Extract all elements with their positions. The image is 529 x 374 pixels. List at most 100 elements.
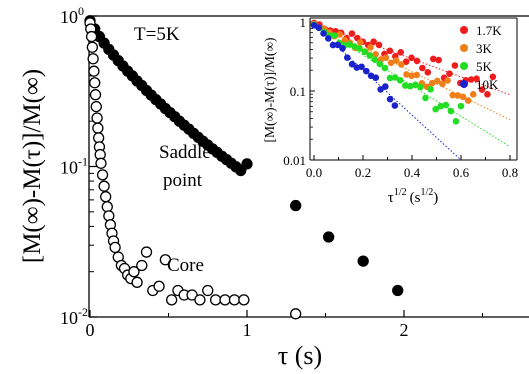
inset-point-10K <box>372 74 380 81</box>
inset-point-3K <box>382 54 390 62</box>
core-marker <box>159 254 172 266</box>
inset-point-1.7K <box>413 57 421 65</box>
legend-label-5K: 5K <box>476 59 493 74</box>
inset-plot: 0.0 0.2 0.4 0.6 0.8 1 0.1 0.01 1.7K 3K 5K 10K [M(∞… <box>262 15 523 206</box>
core-marker <box>95 157 107 169</box>
inset-point-1.7K <box>478 86 486 93</box>
inset-x-tick-label: 0.0 <box>306 165 322 180</box>
inset-point-3K <box>413 71 421 79</box>
inset-point-1.7K <box>467 76 475 83</box>
core-marker <box>87 53 99 65</box>
inset-point-3K <box>408 72 415 80</box>
inset-x-tick-label: 0.6 <box>453 165 470 180</box>
inset-point-10K <box>334 41 342 49</box>
core-marker <box>140 246 153 258</box>
main-plot: 0 1 2 100 10-1 10-2 T=5K Saddle point Core τ … <box>19 4 529 370</box>
inset-x-tick-label: 0.4 <box>404 165 421 180</box>
inset-point-1.7K <box>473 75 480 83</box>
inset-point-5K <box>356 45 363 52</box>
inset-point-10K <box>343 54 351 61</box>
legend-marker-10K <box>460 80 468 88</box>
inset-point-5K <box>351 43 358 50</box>
x-tick-label: 0 <box>86 320 95 340</box>
inset-point-5K <box>366 52 374 59</box>
inset-point-5K <box>407 82 414 90</box>
inset-point-1.7K <box>451 62 459 69</box>
legend-marker-3K <box>460 44 468 52</box>
inset-point-5K <box>457 102 465 110</box>
inset-x-tick-label: 0.8 <box>502 165 518 180</box>
y-tick-label: 10-1 <box>60 155 88 178</box>
core-marker <box>165 294 178 306</box>
inset-point-3K <box>387 59 395 67</box>
saddle-point-marker <box>322 231 335 243</box>
legend-label-10K: 10K <box>476 77 499 92</box>
inset-point-5K <box>412 81 419 89</box>
inset-point-5K <box>386 74 394 82</box>
inset-point-3K <box>444 77 451 84</box>
inset-point-1.7K <box>424 69 432 76</box>
x-tick-label: 2 <box>400 320 409 340</box>
inset-point-10K <box>329 41 337 49</box>
inset-point-5K <box>381 64 389 72</box>
saddle-point-marker <box>290 199 302 212</box>
inset-x-tick-label: 0.2 <box>355 165 371 180</box>
core-marker <box>228 294 241 306</box>
core-marker <box>109 241 121 254</box>
core-marker <box>194 294 206 306</box>
inset-point-5K <box>376 60 384 68</box>
inset-point-10K <box>363 67 370 75</box>
core-marker <box>238 294 250 306</box>
core-marker <box>290 308 302 320</box>
core-marker <box>98 180 110 192</box>
inset-y-tick-label: 1 <box>300 15 307 30</box>
inset-point-3K <box>428 79 436 87</box>
inset-point-3K <box>372 51 379 58</box>
core-marker <box>131 276 143 288</box>
inset-point-1.7K <box>429 55 437 63</box>
inset-point-5K <box>432 105 439 113</box>
inset-point-10K <box>324 35 332 42</box>
inset-point-5K <box>391 74 399 81</box>
inset-point-3K <box>459 93 467 101</box>
saddle-point-marker <box>392 284 404 297</box>
inset-point-3K <box>336 31 343 38</box>
inset-point-5K <box>442 101 450 109</box>
main-x-axis-label: τ (s) <box>278 341 322 370</box>
inset-data-points <box>310 19 497 125</box>
legend-marker-5K <box>460 62 468 70</box>
core-marker <box>202 284 214 297</box>
inset-x-axis-label: τ1/2 (s1/2) <box>388 187 438 206</box>
inset-point-3K <box>367 44 374 51</box>
saddle-point-label-line1: Saddle <box>159 142 211 163</box>
core-marker <box>128 266 140 278</box>
inset-point-1.7K <box>386 47 394 55</box>
core-marker <box>153 280 165 292</box>
inset-point-3K <box>464 97 472 104</box>
core-marker <box>96 169 109 181</box>
inset-point-1.7K <box>435 56 442 64</box>
inset-point-1.7K <box>370 38 377 45</box>
inset-point-3K <box>433 77 441 85</box>
main-axis-ticks: 0 1 2 100 10-1 10-2 <box>60 4 483 340</box>
inset-point-5K <box>447 107 455 115</box>
x-tick-label: 1 <box>243 320 252 340</box>
core-marker <box>219 294 231 306</box>
inset-point-3K <box>398 61 405 68</box>
inset-point-5K <box>452 117 460 125</box>
main-y-axis-label: [M(∞)-M(τ)]/M(∞) <box>19 69 46 263</box>
inset-point-1.7K <box>484 91 491 98</box>
y-tick-label: 100 <box>60 4 84 27</box>
core-marker <box>209 294 222 306</box>
core-label: Core <box>167 255 204 276</box>
core-marker <box>85 30 98 43</box>
core-marker <box>100 191 112 203</box>
inset-point-10K <box>320 30 327 37</box>
core-marker <box>88 65 100 77</box>
inset-point-1.7K <box>348 30 356 37</box>
inset-point-1.7K <box>402 58 410 66</box>
inset-point-3K <box>469 91 477 98</box>
inset-point-3K <box>356 39 364 46</box>
inset-point-10K <box>358 63 365 71</box>
inset-point-10K <box>339 45 346 52</box>
